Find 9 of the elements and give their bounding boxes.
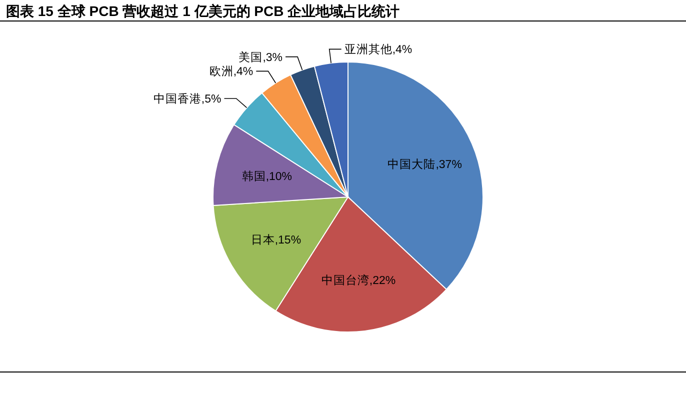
slice-label: 中国台湾,22% (321, 273, 396, 288)
slice-label: 中国大陆,37% (388, 158, 462, 171)
chart-title: 图表 15 全球 PCB 营收超过 1 亿美元的 PCB 企业地域占比统计 (6, 3, 400, 19)
slice-label: 亚洲其他,4% (344, 43, 412, 56)
slice-label: 日本,15% (250, 234, 302, 247)
slice-label: 美国,3% (238, 50, 283, 64)
slice-label: 韩国,10% (242, 170, 292, 184)
slice-label: 中国香港,5% (153, 92, 222, 106)
slice-label: 欧洲,4% (209, 65, 254, 78)
